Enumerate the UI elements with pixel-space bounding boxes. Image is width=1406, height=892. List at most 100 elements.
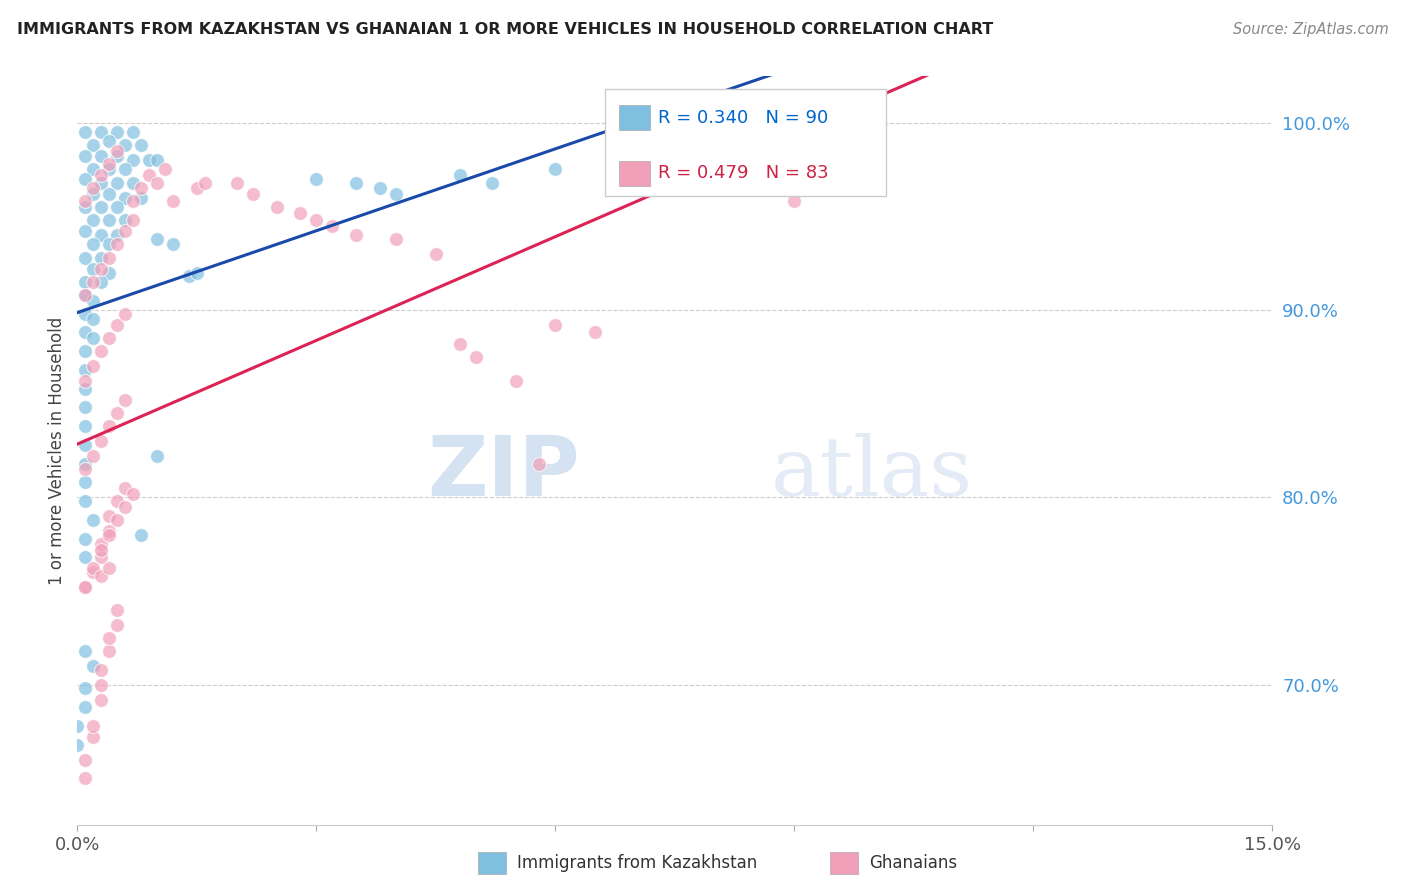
Point — [177, 269, 200, 284]
Point — [98, 331, 121, 345]
Point — [90, 692, 112, 706]
Point — [425, 246, 447, 260]
Point — [98, 237, 121, 252]
Point — [122, 176, 145, 190]
Point — [75, 644, 97, 658]
Point — [98, 186, 121, 201]
Point — [114, 224, 136, 238]
Point — [82, 719, 104, 733]
Point — [90, 663, 112, 677]
Point — [162, 237, 184, 252]
Point — [75, 494, 97, 508]
Point — [129, 181, 152, 195]
Point — [82, 659, 104, 673]
Point — [90, 149, 112, 163]
Point — [98, 527, 121, 541]
Text: Ghanaians: Ghanaians — [869, 854, 957, 872]
Point — [82, 275, 104, 289]
Point — [90, 678, 112, 692]
Point — [90, 168, 112, 182]
Point — [75, 532, 97, 546]
Point — [98, 251, 121, 265]
Point — [344, 227, 367, 242]
Point — [105, 227, 128, 242]
Point — [75, 326, 97, 340]
Point — [82, 138, 104, 153]
Point — [98, 644, 121, 658]
Point — [105, 318, 128, 332]
Point — [82, 293, 104, 308]
Point — [321, 219, 343, 233]
Point — [82, 186, 104, 201]
Point — [122, 194, 145, 209]
Point — [305, 171, 328, 186]
Point — [114, 162, 136, 177]
Point — [368, 181, 391, 195]
Point — [90, 125, 112, 139]
Point — [105, 617, 128, 632]
Point — [75, 125, 97, 139]
Point — [75, 224, 97, 238]
Point — [90, 275, 112, 289]
Point — [122, 486, 145, 500]
Point — [90, 550, 112, 565]
Point — [66, 738, 89, 752]
Text: R = 0.479   N = 83: R = 0.479 N = 83 — [658, 164, 828, 182]
Point — [105, 144, 128, 158]
Point — [75, 288, 97, 302]
Point — [122, 153, 145, 167]
Point — [75, 550, 97, 565]
Point — [98, 162, 121, 177]
Point — [105, 513, 128, 527]
Point — [162, 194, 184, 209]
Point — [186, 265, 208, 279]
Point — [583, 326, 606, 340]
Point — [105, 603, 128, 617]
Point — [75, 580, 97, 594]
Text: ZIP: ZIP — [427, 433, 579, 514]
Point — [75, 438, 97, 452]
Text: atlas: atlas — [770, 433, 973, 513]
Point — [75, 462, 97, 476]
Point — [242, 186, 264, 201]
Point — [66, 831, 89, 846]
Point — [90, 261, 112, 276]
Point — [146, 449, 169, 463]
Point — [75, 275, 97, 289]
Point — [75, 700, 97, 714]
Point — [344, 176, 367, 190]
Point — [82, 312, 104, 326]
Point — [75, 251, 97, 265]
Point — [98, 561, 121, 575]
Point — [544, 318, 567, 332]
Point — [75, 194, 97, 209]
Point — [90, 537, 112, 551]
Point — [90, 434, 112, 449]
Point — [90, 542, 112, 557]
Point — [75, 580, 97, 594]
Text: R = 0.340   N = 90: R = 0.340 N = 90 — [658, 109, 828, 127]
Point — [544, 162, 567, 177]
Point — [146, 153, 169, 167]
Point — [114, 138, 136, 153]
Point — [90, 251, 112, 265]
Point — [153, 162, 176, 177]
Point — [114, 307, 136, 321]
Text: IMMIGRANTS FROM KAZAKHSTAN VS GHANAIAN 1 OR MORE VEHICLES IN HOUSEHOLD CORRELATI: IMMIGRANTS FROM KAZAKHSTAN VS GHANAIAN 1… — [17, 22, 993, 37]
Point — [449, 336, 471, 351]
Point — [114, 481, 136, 495]
Point — [105, 176, 128, 190]
Point — [82, 359, 104, 373]
Point — [114, 500, 136, 514]
Point — [75, 307, 97, 321]
Point — [82, 237, 104, 252]
Point — [98, 631, 121, 645]
Point — [75, 771, 97, 785]
Point — [75, 200, 97, 214]
Point — [464, 350, 486, 364]
Point — [82, 449, 104, 463]
Point — [98, 508, 121, 523]
Point — [75, 681, 97, 696]
Point — [75, 171, 97, 186]
Point — [105, 149, 128, 163]
